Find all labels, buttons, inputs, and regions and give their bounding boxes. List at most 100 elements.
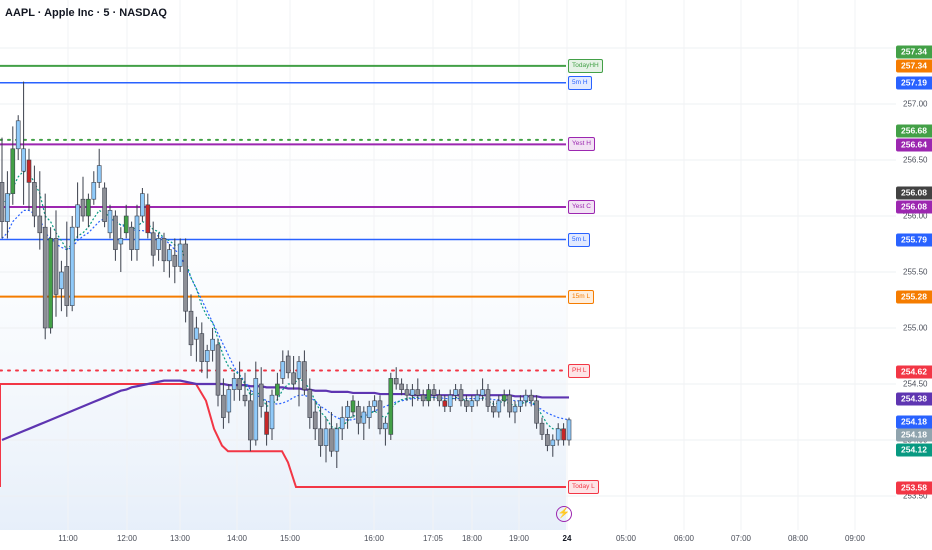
candle — [102, 182, 107, 228]
candle — [523, 389, 529, 407]
candle — [42, 193, 48, 340]
price-badge: 254.18 — [896, 415, 932, 429]
candlestick-chart[interactable] — [0, 0, 896, 530]
candle-body — [48, 238, 53, 329]
candle-body — [307, 389, 313, 418]
time-tick-label: 12:00 — [116, 534, 138, 543]
candle-body — [275, 383, 280, 396]
candle — [555, 423, 561, 446]
candle — [496, 395, 502, 418]
lightning-icon[interactable]: ⚡ — [556, 506, 572, 522]
candle-body — [37, 215, 43, 234]
price-tick-label: 254.50 — [903, 379, 928, 389]
candle — [350, 395, 356, 418]
candle — [269, 389, 275, 440]
candle — [48, 227, 53, 334]
price-axis[interactable]: 257.00256.50256.00255.50255.00254.50254.… — [896, 0, 932, 530]
candle — [91, 171, 97, 205]
candle — [188, 294, 194, 356]
time-tick-label: 19:00 — [508, 534, 530, 543]
candle — [480, 378, 485, 401]
line-label-tag: PH L — [568, 363, 591, 378]
time-tick-label: 08:00 — [787, 534, 809, 543]
vwap-line — [1, 209, 570, 421]
price-badge: 257.19 — [896, 76, 932, 90]
candle-body — [410, 389, 415, 396]
candle — [383, 417, 388, 446]
candle-body — [75, 204, 80, 228]
candle — [237, 361, 242, 401]
candle-body — [469, 400, 475, 407]
candle-body — [550, 439, 556, 446]
time-axis[interactable]: 11:00 12:00 13:00 14:00 15:00 16:00 17:05 18:00… — [0, 530, 896, 550]
candle — [518, 395, 523, 412]
candle — [210, 328, 215, 362]
price-badge: 254.12 — [896, 443, 932, 457]
candle-body — [221, 394, 226, 418]
candle-body — [561, 428, 566, 441]
candle-body — [491, 406, 496, 413]
candle-body — [194, 327, 199, 340]
candle — [177, 238, 183, 272]
candle-body — [356, 406, 361, 424]
candle-body — [458, 389, 464, 402]
candle-body — [512, 406, 518, 413]
candle-body — [280, 361, 286, 379]
candle-body — [102, 187, 107, 222]
candle — [5, 171, 10, 239]
candle-body — [26, 159, 32, 183]
candle — [64, 221, 70, 317]
candle — [302, 350, 307, 396]
price-badge: 255.79 — [896, 233, 932, 247]
candle — [285, 350, 291, 379]
candle — [431, 384, 437, 401]
candle — [453, 384, 458, 401]
candle-body — [264, 411, 269, 435]
candle — [372, 395, 377, 412]
candle-body — [383, 422, 388, 430]
candle — [534, 395, 539, 429]
price-badge: 256.08 — [896, 200, 932, 214]
candle — [356, 400, 361, 435]
candle — [134, 204, 140, 261]
candle — [291, 356, 296, 390]
candle-body — [334, 428, 340, 452]
line-label-tag: Yest C — [568, 200, 595, 215]
candle — [307, 378, 313, 429]
candle — [0, 137, 5, 239]
candle-body — [156, 238, 161, 250]
candle-body — [545, 434, 550, 446]
candle-body — [464, 400, 469, 407]
candle — [280, 350, 286, 384]
candle — [485, 384, 491, 412]
candle — [145, 193, 151, 239]
candle-body — [118, 238, 124, 245]
candle — [183, 238, 188, 323]
candle — [37, 171, 43, 250]
symbol-title[interactable]: AAPL · Apple Inc · 5 · NASDAQ — [5, 7, 167, 19]
candle — [377, 395, 383, 435]
price-badge: 254.38 — [896, 392, 932, 406]
candle-body — [150, 232, 156, 256]
price-badge: 256.08 — [896, 186, 932, 200]
price-badge: 254.18 — [896, 428, 932, 442]
candle-body — [248, 400, 253, 441]
candle-body — [437, 394, 442, 402]
candle — [334, 423, 340, 468]
candle-body — [361, 411, 367, 424]
candle-body — [485, 389, 491, 407]
candle-body — [113, 215, 118, 250]
chart-area[interactable]: TodayHH 5m H Yest H Yest C 5m L 15m L PH L Toda… — [0, 0, 896, 530]
candle-body — [372, 400, 377, 407]
candle-body — [21, 148, 26, 172]
candle-body — [129, 226, 134, 250]
candle-body — [253, 378, 259, 441]
time-tick-label: 05:00 — [615, 534, 637, 543]
candle — [404, 384, 410, 401]
price-badge: 256.68 — [896, 124, 932, 138]
candle-body — [329, 428, 334, 452]
session-background — [0, 100, 566, 530]
price-badge: 253.58 — [896, 481, 932, 495]
candle — [231, 372, 237, 401]
candle-body — [231, 378, 237, 390]
